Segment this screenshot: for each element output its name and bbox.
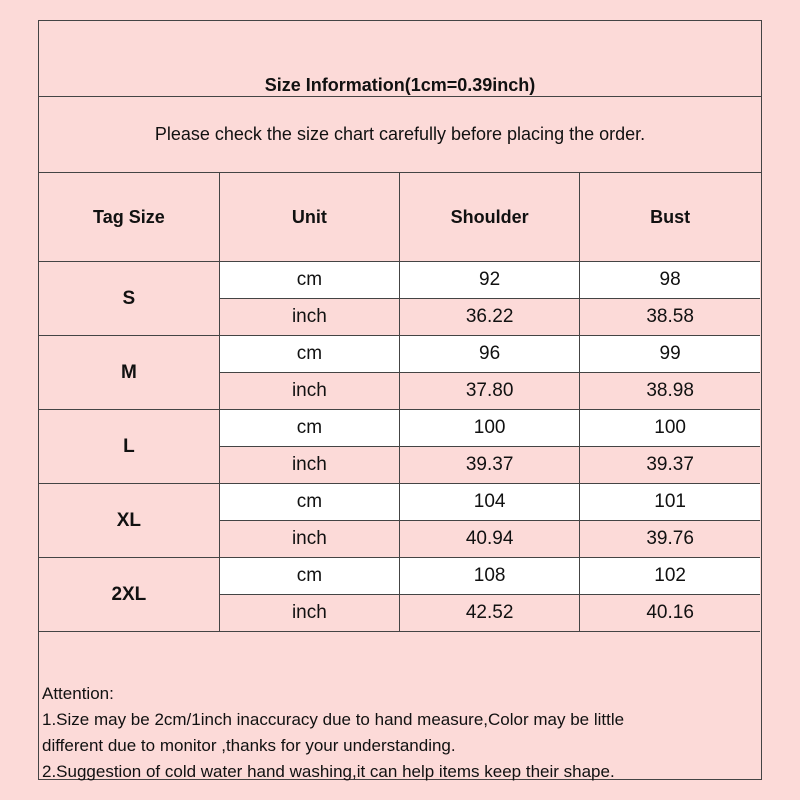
table-row-cm: 2XL cm 108 102 xyxy=(39,557,760,632)
attention-heading: Attention: xyxy=(42,684,114,703)
unit-cell: cm xyxy=(218,483,401,521)
size-chart: Size Information(1cm=0.39inch) Please ch… xyxy=(38,20,762,781)
bust-cell: 98 xyxy=(579,261,760,299)
attention-line: different due to monitor ,thanks for you… xyxy=(42,736,456,755)
attention-notes: Attention: 1.Size may be 2cm/1inch inacc… xyxy=(42,681,624,785)
tag-size-cell: M xyxy=(39,335,220,410)
chart-title: Size Information(1cm=0.39inch) xyxy=(264,75,536,95)
unit-cell: inch xyxy=(219,446,401,484)
table-row-inch: inch 36.22 38.58 xyxy=(39,298,760,336)
header-unit: Unit xyxy=(218,173,401,262)
header-bust: Bust xyxy=(579,173,760,262)
shoulder-cell: 108 xyxy=(398,557,581,595)
shoulder-cell: 36.22 xyxy=(398,298,581,336)
unit-cell: inch xyxy=(219,520,401,558)
tag-size-cell: S xyxy=(39,261,220,336)
bust-cell: 39.76 xyxy=(579,520,760,558)
shoulder-cell: 100 xyxy=(398,409,581,447)
table-row-inch: inch 37.80 38.98 xyxy=(39,372,760,410)
shoulder-cell: 42.52 xyxy=(398,594,581,632)
table-row-inch: inch 40.94 39.76 xyxy=(39,520,760,558)
tag-size-cell: L xyxy=(39,409,220,484)
shoulder-cell: 37.80 xyxy=(398,372,581,410)
header-row: Tag Size Unit Shoulder Bust xyxy=(39,173,760,262)
chart-title-cell: Size Information(1cm=0.39inch) xyxy=(39,21,761,97)
attention-line: 2.Suggestion of cold water hand washing,… xyxy=(42,762,615,781)
unit-cell: cm xyxy=(218,409,401,447)
unit-cell: inch xyxy=(219,372,401,410)
bust-cell: 40.16 xyxy=(579,594,760,632)
shoulder-cell: 92 xyxy=(398,261,581,299)
table-row-inch: inch 42.52 40.16 xyxy=(39,594,760,632)
bust-cell: 38.58 xyxy=(579,298,760,336)
shoulder-cell: 96 xyxy=(398,335,581,373)
unit-cell: cm xyxy=(218,335,401,373)
table-row-cm: XL cm 104 101 xyxy=(39,483,760,558)
shoulder-cell: 39.37 xyxy=(398,446,581,484)
chart-note: Please check the size chart carefully be… xyxy=(39,97,761,173)
tag-size-cell: XL xyxy=(39,483,220,558)
bust-cell: 102 xyxy=(579,557,760,595)
unit-cell: inch xyxy=(219,298,401,336)
bust-cell: 101 xyxy=(579,483,760,521)
unit-cell: cm xyxy=(218,557,401,595)
bust-cell: 39.37 xyxy=(579,446,760,484)
shoulder-cell: 40.94 xyxy=(398,520,581,558)
header-shoulder: Shoulder xyxy=(398,173,581,262)
shoulder-cell: 104 xyxy=(398,483,581,521)
unit-cell: cm xyxy=(218,261,401,299)
bust-cell: 99 xyxy=(579,335,760,373)
bust-cell: 100 xyxy=(579,409,760,447)
unit-cell: inch xyxy=(219,594,401,632)
header-tag-size: Tag Size xyxy=(39,173,220,262)
attention-line: 1.Size may be 2cm/1inch inaccuracy due t… xyxy=(42,710,625,729)
tag-size-cell: 2XL xyxy=(39,557,220,632)
bust-cell: 38.98 xyxy=(579,372,760,410)
